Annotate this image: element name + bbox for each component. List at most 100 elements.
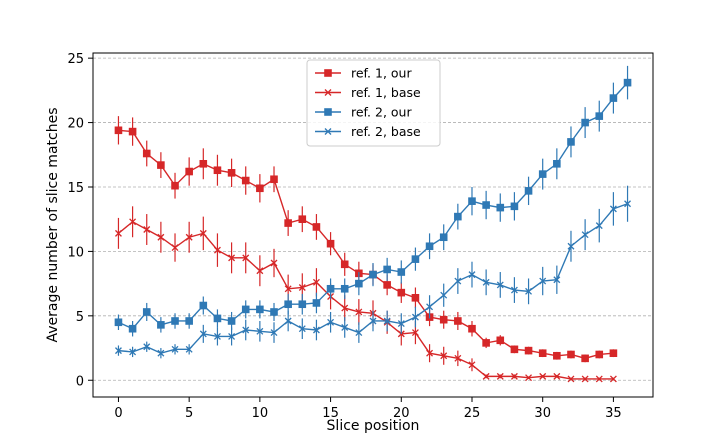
data-point (524, 346, 533, 355)
x-marker-stroke (256, 327, 264, 335)
y-tick-label: 0 (76, 374, 84, 389)
legend-item: ref. 2, our (315, 105, 412, 120)
y-axis-label: Average number of slice matches (45, 108, 61, 343)
data-point (439, 315, 448, 324)
x-marker-stroke (595, 375, 603, 383)
data-point (143, 226, 151, 233)
data-point (454, 212, 462, 221)
data-point (340, 284, 349, 293)
data-point (510, 372, 518, 380)
data-point (411, 293, 420, 302)
legend-label: ref. 2, our (351, 105, 412, 120)
data-point (298, 284, 306, 291)
plot-frame (92, 52, 654, 398)
data-point (539, 277, 547, 285)
data-point (609, 94, 618, 102)
data-point (454, 354, 462, 362)
x-marker-stroke (595, 222, 603, 230)
data-point (241, 305, 250, 314)
data-point (185, 317, 193, 325)
x-marker-stroke (298, 284, 306, 291)
x-tick-label: 20 (393, 406, 410, 421)
x-marker-stroke (411, 313, 419, 321)
data-point (496, 281, 504, 289)
data-point (482, 278, 490, 286)
data-point (454, 277, 462, 285)
data-point (326, 239, 335, 248)
data-point (114, 229, 122, 237)
data-point (157, 233, 165, 241)
x-marker-stroke (581, 231, 589, 239)
data-point (482, 201, 490, 209)
legend-item: ref. 1, our (315, 66, 412, 81)
data-point (185, 167, 193, 176)
data-point (284, 317, 292, 325)
x-marker-stroke (440, 291, 448, 299)
legend: ref. 1, our ref. 1, base ref. 2, our ref. 2… (306, 59, 441, 147)
data-point (270, 308, 278, 316)
data-point (213, 246, 221, 254)
data-point (425, 242, 434, 251)
data-point (595, 112, 604, 120)
data-point (411, 329, 419, 337)
data-point (227, 317, 236, 325)
data-point (171, 181, 179, 190)
y-tick-label: 10 (67, 245, 84, 260)
x-marker-stroke (324, 128, 332, 135)
data-point (397, 288, 406, 297)
series-ref-1-our (114, 116, 618, 363)
data-point (581, 231, 589, 239)
x-marker-stroke (114, 347, 122, 355)
data-point (581, 375, 589, 383)
data-point (567, 138, 575, 146)
data-point (242, 254, 250, 262)
x-tick-label: 10 (252, 406, 269, 421)
data-point (298, 300, 307, 309)
legend-marker (324, 128, 332, 135)
data-point (128, 127, 137, 136)
data-point (256, 267, 264, 275)
x-marker-stroke (312, 326, 320, 334)
x-marker-stroke (581, 375, 589, 383)
data-point (157, 321, 165, 329)
x-marker-stroke (355, 329, 363, 337)
data-point (142, 149, 151, 158)
data-point (142, 308, 151, 316)
x-marker-stroke (228, 254, 236, 262)
x-marker-stroke (609, 375, 617, 383)
data-point (468, 197, 476, 205)
x-marker-stroke (510, 372, 518, 380)
x-tick-label: 35 (605, 406, 622, 421)
x-marker-stroke (199, 330, 207, 338)
data-point (369, 317, 377, 325)
data-point (355, 329, 363, 337)
data-point (326, 284, 335, 293)
data-point (129, 218, 137, 226)
legend-marker (324, 69, 332, 77)
data-point (609, 375, 617, 383)
x-marker-stroke (284, 317, 292, 325)
data-point (468, 271, 476, 279)
x-marker-stroke (324, 89, 332, 96)
data-point (312, 299, 321, 307)
x-marker-stroke (609, 205, 617, 213)
data-point (496, 372, 504, 380)
data-point (595, 222, 603, 230)
legend-marker (324, 89, 332, 96)
data-point (228, 332, 236, 340)
x-marker-stroke (482, 278, 490, 286)
x-marker-stroke (341, 304, 349, 312)
x-marker-stroke (327, 318, 335, 326)
data-point (228, 254, 236, 262)
data-point (553, 351, 561, 360)
x-marker-stroke (143, 343, 151, 351)
x-marker-stroke (411, 329, 419, 337)
x-marker-stroke (199, 229, 207, 237)
x-marker-stroke (242, 254, 250, 262)
x-marker-stroke (468, 361, 476, 369)
data-point (341, 304, 349, 312)
legend-item: ref. 1, base (315, 85, 421, 100)
data-point (213, 314, 222, 323)
series-layer (114, 65, 632, 383)
data-point (298, 325, 306, 333)
